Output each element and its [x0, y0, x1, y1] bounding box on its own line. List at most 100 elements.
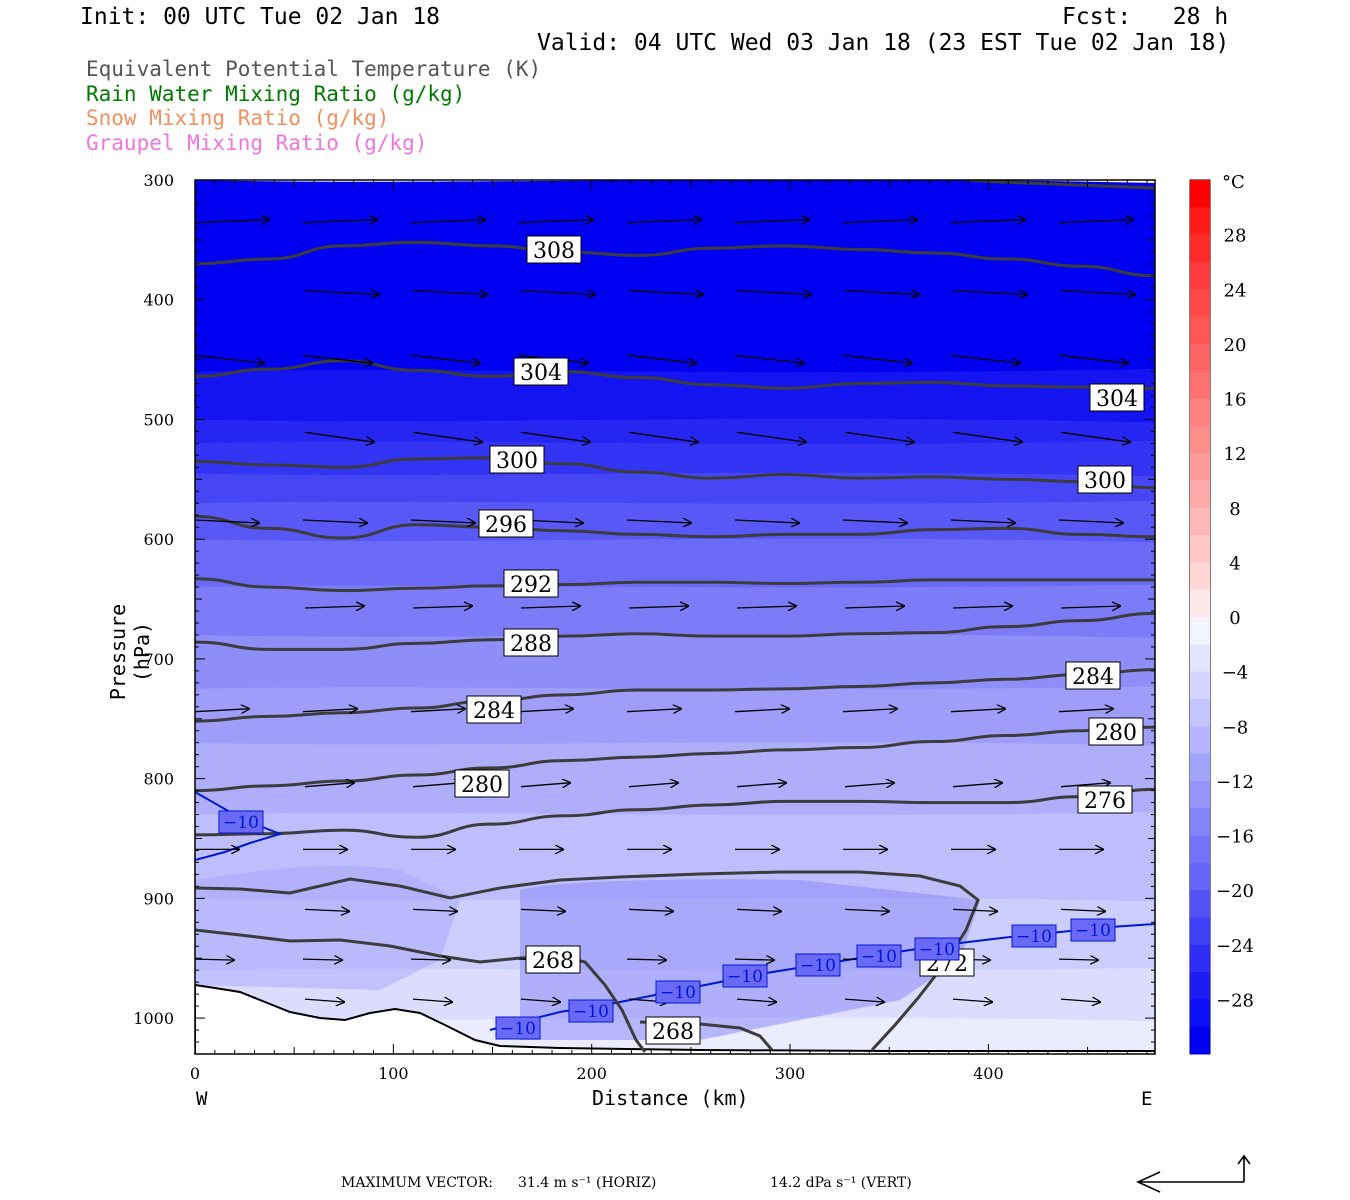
colorbar: 28 24 20 16 12 8 4 0 −4 −8 −12 −16 −20 −24 −28 °C	[1190, 172, 1254, 1055]
svg-text:284: 284	[1072, 665, 1114, 690]
colorbar-cell	[1190, 753, 1210, 782]
wind-vector	[734, 959, 775, 960]
wind-vector	[842, 220, 918, 223]
wind-vector	[734, 220, 810, 223]
colorbar-cell	[1190, 562, 1210, 591]
wind-vector	[628, 909, 674, 911]
colorbar-cell	[1190, 835, 1210, 864]
wind-vector	[1058, 520, 1124, 523]
wind-vector	[412, 291, 488, 295]
svg-text:−10: −10	[500, 1019, 536, 1039]
wind-vector	[520, 431, 591, 442]
colorbar-tick-label: −8	[1222, 717, 1249, 738]
wind-vector	[626, 220, 702, 223]
colorbar-cell	[1190, 671, 1210, 700]
isotherm-label: −10	[856, 944, 902, 968]
temperature-band	[195, 369, 1155, 430]
wind-vector	[304, 999, 345, 1002]
wind-vector	[952, 431, 1023, 442]
colorbar-tick-label: −20	[1216, 881, 1254, 902]
wind-vector	[410, 709, 466, 712]
isotherm-label: −10	[568, 999, 614, 1023]
x-axis-label: Distance (km)	[592, 1086, 749, 1110]
svg-text:−10: −10	[660, 983, 696, 1003]
wind-vector	[1060, 909, 1106, 911]
wind-vector	[1058, 709, 1114, 712]
temperature-band	[195, 686, 1155, 753]
wind-vector	[195, 354, 265, 363]
wind-vector	[734, 354, 805, 363]
theta-e-contour-308	[195, 240, 1155, 278]
wind-vector	[844, 999, 885, 1002]
contour-label-268: 268	[525, 945, 581, 974]
svg-text:−10: −10	[800, 956, 836, 976]
wind-vector	[952, 999, 993, 1002]
temperature-band	[195, 584, 1155, 645]
svg-text:296: 296	[485, 513, 527, 538]
svg-text:292: 292	[510, 573, 552, 598]
isotherm-label: −10	[1011, 924, 1057, 948]
wind-vector	[302, 709, 358, 712]
theta-e-contour-300	[195, 456, 1155, 490]
svg-text:300: 300	[496, 449, 538, 474]
wind-vector	[1060, 431, 1131, 442]
svg-text:308: 308	[533, 239, 575, 264]
svg-text:300: 300	[1084, 469, 1126, 494]
colorbar-cell	[1190, 261, 1210, 290]
isotherm-label: −10	[795, 953, 841, 977]
wind-vector	[952, 291, 1028, 295]
wind-vector	[302, 220, 378, 223]
colorbar-tick-label: 24	[1224, 280, 1247, 301]
wind-vector	[520, 291, 596, 295]
cross-section-chart: 3083043043003002962922882842842802802762…	[133, 171, 1254, 1083]
wind-vector	[410, 354, 481, 363]
wind-vector	[520, 999, 561, 1002]
wind-vector	[950, 220, 1026, 223]
contour-label-284: 284	[466, 695, 522, 724]
wind-vector	[626, 959, 667, 960]
wind-vector	[1060, 783, 1111, 787]
contour-label-304: 304	[513, 357, 569, 386]
colorbar-cell	[1190, 808, 1210, 836]
wind-vector	[734, 520, 800, 523]
svg-text:268: 268	[652, 1020, 694, 1045]
colorbar-unit: °C	[1222, 172, 1245, 193]
wind-vector	[302, 520, 368, 523]
theta-e-contour-288	[195, 611, 1155, 651]
temperature-band	[195, 538, 1155, 598]
wind-vector	[412, 431, 483, 442]
wind-vector	[520, 606, 581, 608]
svg-text:−10: −10	[223, 813, 259, 833]
contour-label-304: 304	[1089, 383, 1145, 412]
colorbar-cell	[1190, 644, 1210, 673]
valid-line: Valid: 04 UTC Wed 03 Jan 18 (23 EST Tue …	[537, 30, 1230, 56]
svg-text:268: 268	[532, 949, 574, 974]
wind-vector	[195, 520, 260, 523]
wind-vector	[412, 909, 458, 911]
legend-snow: Snow Mixing Ratio (g/kg)	[86, 106, 390, 130]
legend-rain: Rain Water Mixing Ratio (g/kg)	[86, 82, 466, 106]
colorbar-cell	[1190, 289, 1210, 318]
temperature-band	[195, 865, 460, 990]
svg-text:−10: −10	[727, 967, 763, 987]
wind-vector	[1060, 999, 1101, 1002]
wind-vector	[842, 354, 913, 363]
colorbar-cell	[1190, 180, 1210, 208]
colorbar-tick-label: 0	[1229, 608, 1240, 629]
contour-label-276: 276	[1077, 785, 1133, 814]
colorbar-tick-label: −28	[1216, 990, 1254, 1011]
wind-vector	[1058, 959, 1099, 960]
wind-vector	[304, 909, 350, 911]
svg-text:280: 280	[1095, 721, 1137, 746]
wind-vector	[842, 709, 898, 712]
wind-vector	[736, 291, 812, 295]
wind-vector	[626, 520, 692, 523]
temperature-band	[195, 500, 1155, 550]
colorbar-cell	[1190, 507, 1210, 536]
colorbar-tick-label: 12	[1224, 444, 1247, 465]
y-tick-label: 800	[143, 770, 174, 789]
wind-vector	[302, 959, 343, 960]
colorbar-cell	[1190, 1026, 1210, 1055]
colorbar-tick-label: −4	[1222, 663, 1249, 684]
colorbar-tick-label: −12	[1216, 772, 1254, 793]
